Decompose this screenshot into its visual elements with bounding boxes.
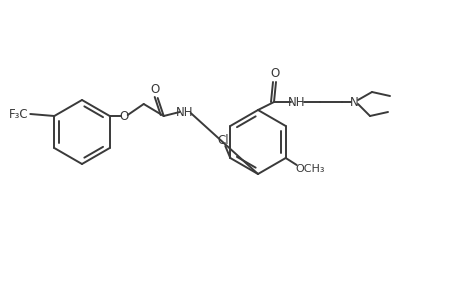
Text: O: O: [119, 110, 128, 122]
Text: O: O: [270, 67, 279, 80]
Text: N: N: [349, 95, 358, 109]
Text: F₃C: F₃C: [9, 107, 28, 121]
Text: Cl: Cl: [217, 134, 229, 146]
Text: NH: NH: [288, 95, 305, 109]
Text: OCH₃: OCH₃: [294, 164, 324, 174]
Text: NH: NH: [176, 106, 193, 118]
Text: O: O: [150, 82, 159, 95]
